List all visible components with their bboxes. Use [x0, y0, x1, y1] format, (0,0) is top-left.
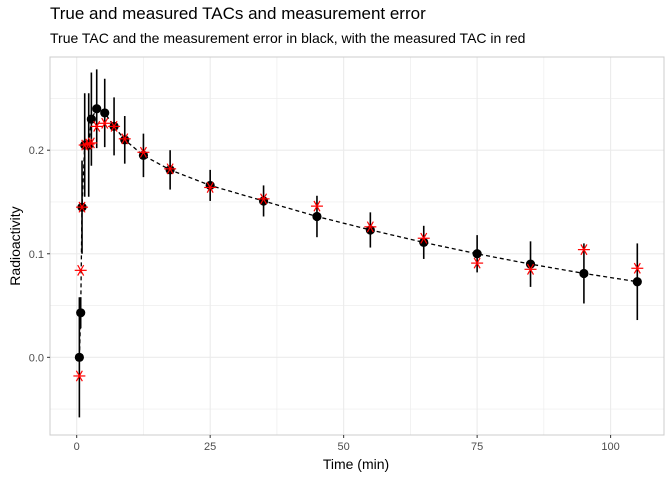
measured-point	[164, 163, 177, 175]
measured-star-stroke	[260, 193, 268, 205]
x-tick-label: 50	[338, 441, 350, 453]
chart-subtitle: True TAC and the measurement error in bl…	[50, 30, 526, 46]
measured-point	[118, 133, 131, 145]
measured-star-stroke	[580, 244, 588, 256]
measured-point	[204, 181, 217, 194]
y-tick-label: 0.0	[29, 352, 44, 364]
true-point	[419, 237, 429, 247]
true-point	[100, 108, 110, 118]
y-axis-title: Radioactivity	[7, 206, 23, 285]
measured-star-stroke	[77, 264, 85, 276]
measured-point	[85, 137, 98, 149]
plot-panel	[50, 57, 664, 435]
measured-point	[90, 120, 103, 132]
measured-star-stroke	[87, 137, 95, 149]
measured-star-stroke	[527, 263, 535, 275]
measured-point	[137, 146, 150, 158]
measured-point	[631, 262, 644, 274]
measured-point	[417, 232, 430, 244]
measured-star-stroke	[166, 163, 174, 175]
measured-star-stroke	[121, 133, 129, 145]
measured-point	[98, 117, 111, 129]
measured-point	[471, 257, 484, 269]
measured-star-stroke	[75, 370, 83, 382]
measured-star-stroke	[473, 257, 481, 269]
true-point	[365, 225, 375, 235]
measured-point	[82, 138, 95, 150]
x-tick-label: 0	[74, 441, 80, 453]
measured-point	[577, 244, 590, 256]
measured-star-stroke	[420, 232, 428, 244]
true-point	[92, 104, 102, 114]
y-tick-label: 0.1	[29, 249, 44, 261]
measured-star-stroke	[313, 200, 321, 212]
x-tick-label: 75	[471, 441, 483, 453]
x-tick-label: 25	[204, 441, 216, 453]
measured-point	[524, 263, 537, 275]
true-point	[579, 268, 589, 279]
y-tick-label: 0.2	[29, 145, 44, 157]
x-axis-title: Time (min)	[323, 456, 389, 472]
true-point	[74, 352, 84, 362]
measured-star-stroke	[110, 120, 118, 132]
measured-star-stroke	[139, 146, 147, 158]
measured-star-stroke	[206, 181, 214, 194]
measured-star-stroke	[85, 138, 93, 150]
true-point	[525, 259, 536, 269]
measured-points-layer	[73, 117, 644, 382]
measured-star-stroke	[633, 262, 641, 274]
measured-star-stroke	[93, 120, 101, 132]
measured-point	[257, 193, 270, 205]
measured-star-stroke	[101, 117, 109, 129]
chart-title: True and measured TACs and measurement e…	[50, 4, 426, 23]
measured-point	[74, 264, 87, 276]
true-point	[632, 277, 642, 287]
grid-lines	[50, 57, 664, 435]
panel-border	[49, 56, 665, 436]
measured-point	[108, 120, 121, 132]
true-point	[312, 211, 322, 222]
measured-point	[310, 200, 323, 212]
measured-star-stroke	[366, 221, 374, 233]
x-tick-label: 100	[601, 441, 619, 453]
measured-point	[73, 370, 86, 382]
axis-ticks: 0 25 50 75 100 0.0 0.1 0.2	[29, 145, 620, 453]
measured-star-stroke	[78, 201, 86, 213]
true-point	[472, 249, 482, 259]
measured-point	[76, 201, 89, 213]
measured-point	[364, 221, 377, 233]
true-point	[138, 150, 149, 160]
true-point	[76, 308, 86, 318]
